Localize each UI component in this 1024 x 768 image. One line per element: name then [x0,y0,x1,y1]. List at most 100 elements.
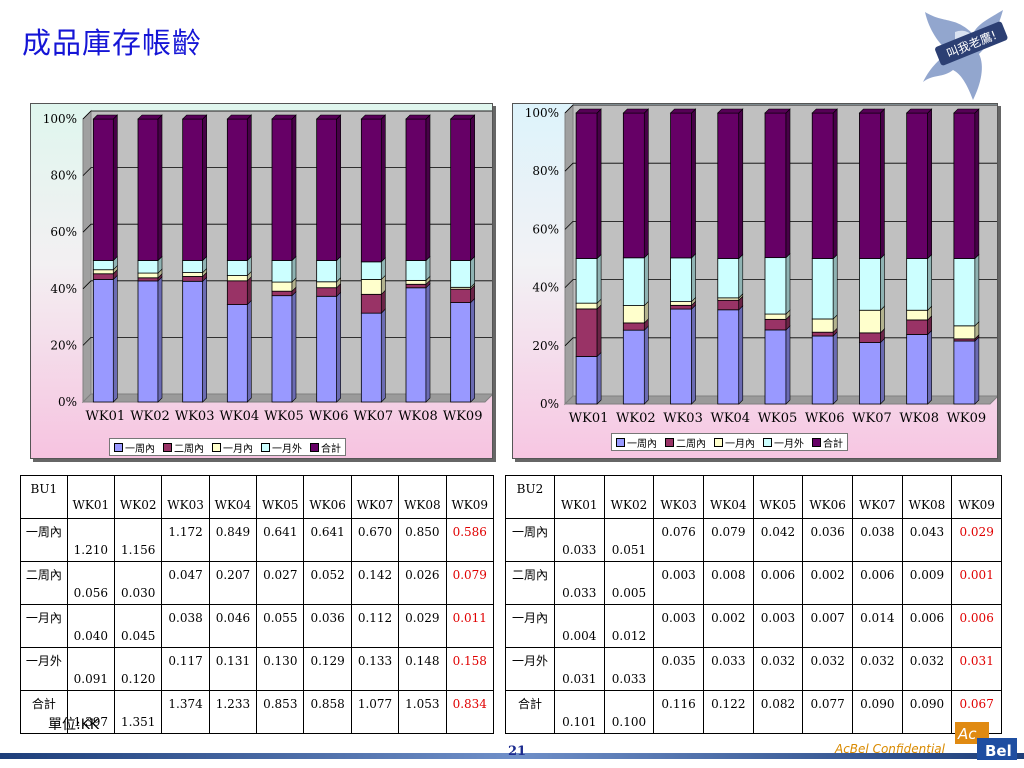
legend-item: 一周內 [616,435,657,450]
bar-segment-wk08-4 [405,114,431,262]
legend-item: 二周內 [665,435,706,450]
table-cell: 0.051 [603,518,655,562]
table-column-header: WK02 [603,475,655,519]
bu1-data-table: BU1 WK01 WK02 WK03 WK04 WK05 WK06 WK07 WK08 WK09 一… [20,475,495,734]
table-row: 合計 1.397 1.351 1.374 1.233 0.853 0.858 1.077 1.0… [20,690,495,734]
table-cell: 1.374 [161,690,210,734]
bar-segment-wk03-0 [182,276,207,403]
bar-segment-wk02-4 [622,108,650,259]
table-column-header: WK05 [752,475,804,519]
bar-segment-wk04-3 [717,253,744,299]
gridline [82,336,492,346]
bar-segment-wk07-3 [859,253,885,311]
table-cell: 0.004 [553,604,605,648]
bar-segment-wk09-3 [953,253,980,327]
bar-segment-wk01-1 [575,304,602,358]
table-cell: 0.002 [702,604,754,648]
table-cell: 0.036 [303,604,352,648]
table-cell: 0.130 [256,647,305,691]
table-row-label: 一月外 [20,647,68,691]
table-cell: 0.112 [350,604,400,648]
footer-rule [0,753,1024,759]
table-cell: 0.033 [702,647,754,691]
bar-segment-wk09-2 [953,321,980,340]
table-cell: 0.077 [802,690,853,734]
legend-label: 一月外 [774,438,804,450]
table-row: 合計 0.101 0.100 0.116 0.122 0.082 0.077 0.090 0.0… [505,690,1002,734]
legend-label: 合計 [321,443,341,455]
table-cell: 1.077 [350,690,400,734]
legend-swatch [261,442,270,452]
table-row: 一周內 0.033 0.051 0.076 0.079 0.042 0.036 0.038 0.… [505,518,1002,562]
table-corner-label: BU1 [20,475,68,519]
table-cell: 0.853 [256,690,305,734]
table-cell: 0.032 [752,647,804,691]
table-cell: 0.641 [256,518,305,562]
legend-swatch [163,442,172,452]
table-cell: 0.026 [398,561,447,605]
table-row: 二周內 0.056 0.030 0.047 0.207 0.027 0.052 0.142 0.… [20,561,495,605]
legend-item: 一周內 [114,440,155,455]
x-tick-label-wk02: WK02 [616,411,656,426]
bar-segment-wk09-0 [450,297,475,403]
table-cell: 0.040 [66,604,116,648]
table-cell: 1.156 [114,518,163,562]
bar-segment-wk02-0 [622,325,649,405]
bar-segment-wk05-4 [271,114,297,262]
gridline [82,280,492,290]
table-cell: 0.116 [653,690,704,734]
bar-segment-wk04-3 [226,255,252,277]
table-cell: 0.850 [398,518,447,562]
x-tick-label-wk09: WK09 [443,409,483,424]
bar-segment-wk03-0 [670,304,696,405]
x-tick-label-wk08: WK08 [899,411,939,426]
gridline [82,110,492,120]
y-tick-label: 20% [532,339,559,353]
table-row: 一月內 0.040 0.045 0.038 0.046 0.055 0.036 0.112 0.… [20,604,495,648]
table-row-label: 一月外 [505,647,555,691]
bar-segment-wk07-0 [360,308,386,403]
table-cell: 0.043 [901,518,953,562]
bu2-chart-panel: 0% 20% 40% 60% 80% 100% WK01 WK02 WK03 WK04 WK05 WK… [512,103,998,459]
table-cell: 0.047 [161,561,210,605]
table-cell: 0.100 [603,690,655,734]
gridline [564,337,997,347]
bu2-data-table: BU2 WK01 WK02 WK03 WK04 WK05 WK06 WK07 WK08 WK09 一… [505,475,1002,734]
legend-label: 二周內 [676,438,706,450]
gridline [564,279,997,288]
bar-segment-wk06-4 [315,114,342,262]
x-tick-label-wk06: WK06 [309,409,349,424]
table-cell: 0.133 [350,647,400,691]
table-row: 二周內 0.033 0.005 0.003 0.008 0.006 0.002 0.006 0.… [505,561,1002,605]
x-tick-label-wk08: WK08 [398,409,438,424]
table-cell: 0.036 [802,518,853,562]
table-cell: 0.101 [553,690,605,734]
table-cell: 0.002 [802,561,853,605]
table-cell: 0.029 [951,518,1002,562]
legend-item: 一月內 [714,435,755,450]
svg-text:Bel: Bel [985,742,1012,760]
table-cell: 0.006 [901,604,953,648]
bar-segment-wk06-3 [316,255,341,283]
legend-label: 一周內 [125,443,155,455]
y-tick-label: 80% [532,164,559,178]
table-cell: 0.011 [445,604,495,648]
bar-segment-wk05-4 [764,108,791,259]
bar-segment-wk02-3 [137,255,163,274]
table-row: 一月內 0.004 0.012 0.003 0.002 0.003 0.007 0.014 0.… [505,604,1002,648]
bar-segment-wk04-4 [226,114,253,262]
x-tick-label-wk04: WK04 [220,409,260,424]
legend-item: 合計 [310,440,341,455]
y-tick-label: 40% [532,281,559,295]
table-cell: 0.003 [752,604,804,648]
bar-segment-wk09-4 [449,114,476,262]
bar-segment-wk02-2 [622,300,649,324]
page-number: 21 [508,744,527,759]
bu1-stacked-bar-chart: 0% 20% 40% 60% 80% 100% WK01 WK02 WK03 WK04 WK05 WK… [43,109,492,424]
table-cell: 0.001 [951,561,1002,605]
table-cell: 0.131 [208,647,258,691]
plot-side-wall [564,104,574,406]
table-cell: 0.142 [350,561,400,605]
bar-segment-wk05-3 [271,255,297,283]
legend-label: 一月外 [272,443,302,455]
